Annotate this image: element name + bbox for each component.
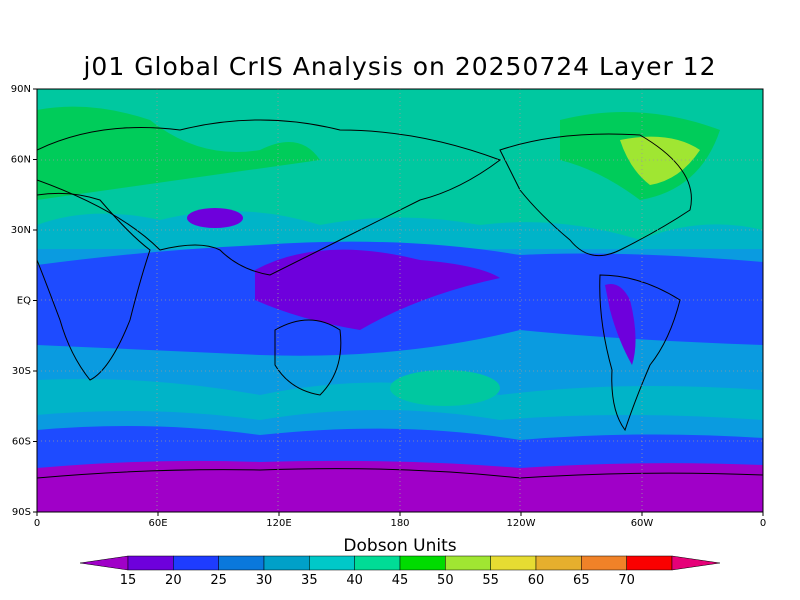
contour-band-45-50-tibet: [187, 208, 243, 228]
australia-outline: [274, 319, 342, 396]
colorbar-level-label: 30: [256, 573, 273, 588]
south-america-outline: [599, 274, 681, 432]
contour-band-15-20-andes: [605, 284, 636, 365]
lat-tick-label: EQ: [17, 296, 31, 307]
colorbar-level-label: 20: [165, 573, 182, 588]
colorbar-swatch: [399, 555, 446, 571]
lon-tick-label: 60E: [148, 518, 167, 529]
lon-tick-label: 120W: [507, 518, 536, 529]
contour-band-40-45-south: [390, 370, 500, 406]
lon-tick-label: 60W: [631, 518, 654, 529]
contour-band-15-20-antarctic: [37, 460, 763, 512]
north-america-outline: [499, 133, 692, 257]
colorbar: [79, 555, 721, 571]
eurasia-outline: [37, 119, 502, 276]
colorbar-labels: 15 20 25 30 35 40 45 50 55 60 65 70: [120, 573, 635, 588]
colorbar-title: Dobson Units: [343, 536, 457, 556]
colorbar-swatch: [173, 555, 219, 571]
colorbar-swatch: [490, 555, 537, 571]
colorbar-level-label: 55: [482, 573, 499, 588]
colorbar-level-label: 65: [573, 573, 590, 588]
coastlines: [37, 119, 763, 479]
colorbar-swatch: [218, 555, 265, 571]
colorbar-under-arrow: [79, 555, 129, 571]
colorbar-over-arrow: [671, 555, 721, 571]
colorbar-swatch: [127, 555, 174, 571]
colorbar-swatch: [581, 555, 627, 571]
colorbar-swatch: [626, 555, 673, 571]
colorbar-swatch: [445, 555, 491, 571]
colorbar-level-label: 50: [437, 573, 454, 588]
colorbar-level-label: 15: [120, 573, 137, 588]
lon-axis: 0 60E 120E 180 120W 60W 0: [34, 512, 766, 529]
lon-tick-label: 120E: [266, 518, 291, 529]
lon-tick-label: 0: [760, 518, 766, 529]
lat-tick-label: 30S: [12, 366, 31, 377]
grid-lines: [37, 89, 763, 512]
map-field: [37, 89, 763, 512]
lat-tick-label: 60N: [11, 155, 31, 166]
lat-tick-label: 30N: [11, 225, 31, 236]
lat-tick-label: 90S: [12, 507, 31, 518]
antarctica-outline: [37, 468, 763, 479]
contour-band-15-20-pacific: [255, 249, 500, 330]
contour-band-50-55-greenland: [620, 136, 700, 185]
colorbar-swatch: [309, 555, 355, 571]
colorbar-level-label: 60: [528, 573, 545, 588]
colorbar-level-label: 25: [210, 573, 227, 588]
lon-tick-label: 180: [390, 518, 409, 529]
lon-tick-label: 0: [34, 518, 40, 529]
lat-tick-label: 60S: [12, 437, 31, 448]
chart-title: j01 Global CrIS Analysis on 20250724 Lay…: [83, 52, 717, 81]
africa-outline: [37, 192, 151, 381]
lat-axis: 90N 60N 30N EQ 30S 60S 90S: [11, 84, 37, 518]
colorbar-level-label: 70: [618, 573, 635, 588]
colorbar-swatch: [354, 555, 401, 571]
colorbar-level-label: 35: [301, 573, 318, 588]
lat-tick-label: 90N: [11, 84, 31, 95]
colorbar-level-label: 45: [392, 573, 409, 588]
colorbar-swatch: [535, 555, 582, 571]
colorbar-swatch: [263, 555, 310, 571]
colorbar-level-label: 40: [346, 573, 363, 588]
contour-band-35-40-south: [37, 379, 763, 420]
